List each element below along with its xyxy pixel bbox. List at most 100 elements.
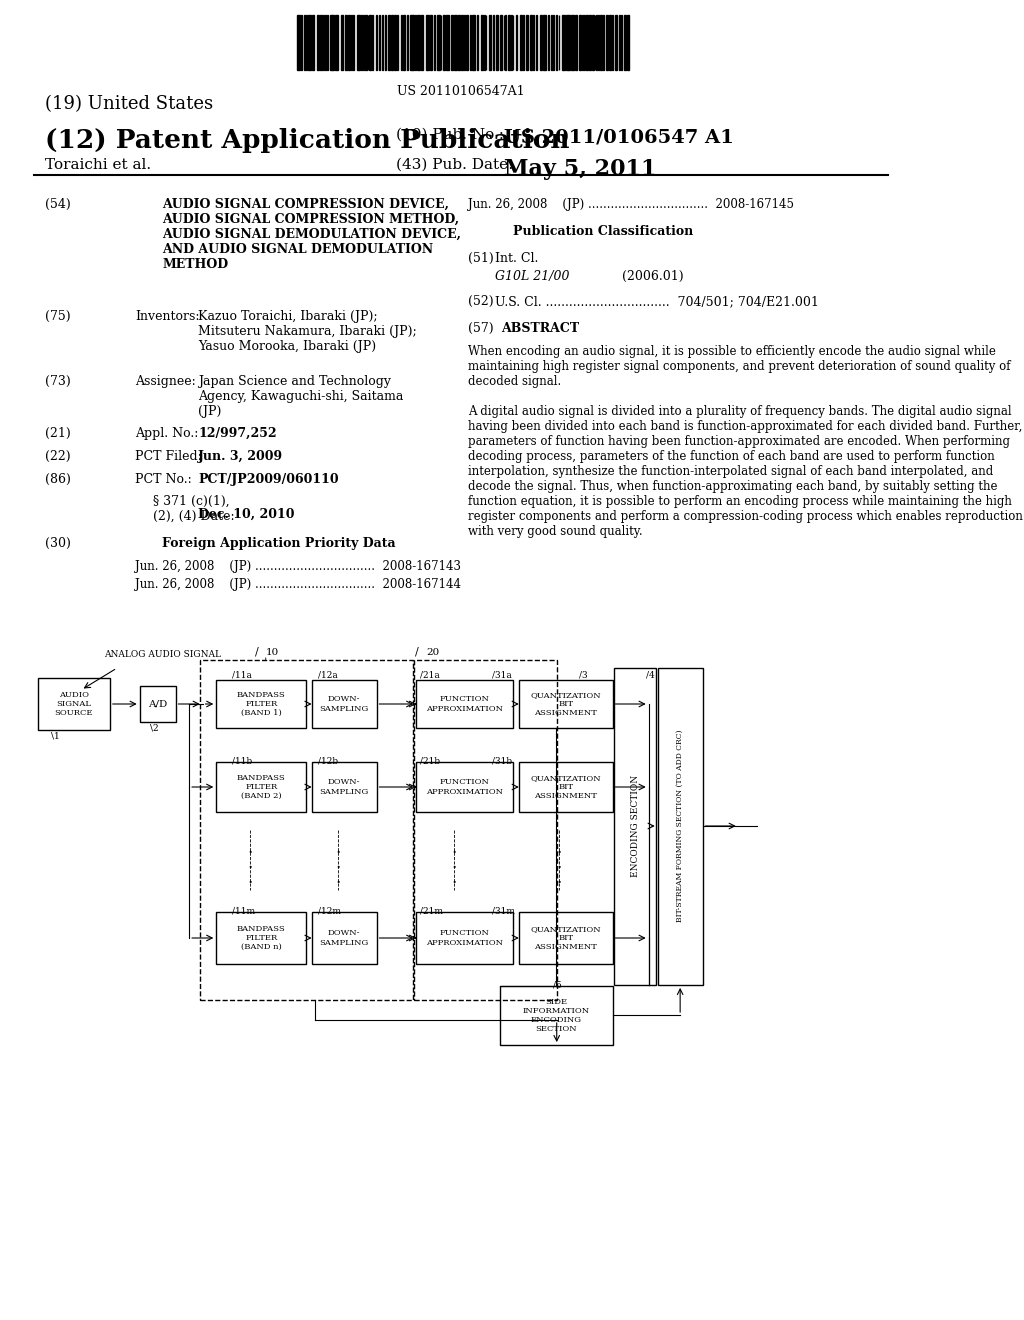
Bar: [609, 15, 610, 70]
Text: (73): (73): [45, 375, 71, 388]
Bar: [565, 15, 567, 70]
Text: BANDPASS
FILTER
(BAND 1): BANDPASS FILTER (BAND 1): [237, 690, 286, 717]
Bar: [519, 762, 612, 812]
Bar: [311, 912, 377, 964]
Bar: [526, 15, 528, 70]
Text: /11b: /11b: [232, 756, 253, 766]
Text: A/D: A/D: [148, 700, 167, 709]
Text: § 371 (c)(1),
(2), (4) Date:: § 371 (c)(1), (2), (4) Date:: [154, 495, 234, 523]
Text: .: .: [452, 840, 457, 857]
Text: (19) United States: (19) United States: [45, 95, 213, 114]
Text: DOWN-
SAMPLING: DOWN- SAMPLING: [319, 779, 369, 796]
Bar: [388, 15, 390, 70]
Bar: [376, 15, 378, 70]
Bar: [472, 15, 475, 70]
Text: ANALOG AUDIO SIGNAL: ANALOG AUDIO SIGNAL: [103, 649, 220, 659]
Text: /4: /4: [646, 671, 654, 680]
Text: QUANTIZATION
BIT
ASSIGNMENT: QUANTIZATION BIT ASSIGNMENT: [530, 774, 601, 800]
Bar: [391, 15, 393, 70]
Bar: [393, 15, 396, 70]
Bar: [410, 15, 413, 70]
Bar: [574, 15, 578, 70]
Text: When encoding an audio signal, it is possible to efficiently encode the audio si: When encoding an audio signal, it is pos…: [468, 345, 1023, 539]
Text: .: .: [248, 840, 253, 857]
Bar: [216, 912, 306, 964]
Text: US 2011/0106547 A1: US 2011/0106547 A1: [505, 128, 734, 147]
Text: ENCODING SECTION: ENCODING SECTION: [631, 775, 640, 876]
Text: /21a: /21a: [420, 671, 439, 680]
Bar: [345, 15, 347, 70]
Text: (57): (57): [468, 322, 494, 335]
Text: /12a: /12a: [318, 671, 338, 680]
Text: /31m: /31m: [492, 906, 515, 915]
Text: /: /: [416, 645, 419, 656]
Bar: [508, 15, 510, 70]
Text: .: .: [556, 855, 561, 873]
Text: BANDPASS
FILTER
(BAND 2): BANDPASS FILTER (BAND 2): [237, 774, 286, 800]
Bar: [580, 15, 581, 70]
Bar: [333, 15, 334, 70]
Bar: [540, 15, 543, 70]
Bar: [614, 668, 655, 985]
Bar: [370, 15, 371, 70]
Text: QUANTIZATION
BIT
ASSIGNMENT: QUANTIZATION BIT ASSIGNMENT: [530, 925, 601, 952]
Text: FUNCTION
APPROXIMATION: FUNCTION APPROXIMATION: [426, 696, 504, 713]
Bar: [454, 15, 457, 70]
Text: May 5, 2011: May 5, 2011: [505, 158, 657, 180]
Bar: [335, 15, 338, 70]
Text: Foreign Application Priority Data: Foreign Application Priority Data: [162, 537, 396, 550]
Text: (21): (21): [45, 426, 71, 440]
Text: 12/997,252: 12/997,252: [199, 426, 276, 440]
Bar: [426, 15, 429, 70]
Bar: [216, 680, 306, 729]
Bar: [489, 15, 490, 70]
Text: /3: /3: [580, 671, 588, 680]
Bar: [308, 15, 311, 70]
Bar: [520, 15, 521, 70]
Bar: [592, 15, 594, 70]
Text: Toraichi et al.: Toraichi et al.: [45, 158, 152, 172]
Text: .: .: [556, 870, 561, 887]
Bar: [497, 15, 498, 70]
Text: Jun. 26, 2008    (JP) ................................  2008-167144: Jun. 26, 2008 (JP) .....................…: [135, 578, 461, 591]
Text: (52): (52): [468, 294, 494, 308]
Bar: [311, 680, 377, 729]
Text: 20: 20: [426, 648, 439, 657]
Text: /12b: /12b: [318, 756, 338, 766]
Bar: [139, 686, 176, 722]
Bar: [519, 680, 612, 729]
Bar: [297, 15, 300, 70]
Text: .: .: [335, 870, 340, 887]
Text: .: .: [556, 840, 561, 857]
Text: Japan Science and Technology
Agency, Kawaguchi-shi, Saitama
(JP): Japan Science and Technology Agency, Kaw…: [199, 375, 403, 418]
Text: /21m: /21m: [420, 906, 442, 915]
Bar: [481, 15, 483, 70]
Text: AUDIO
SIGNAL
SOURCE: AUDIO SIGNAL SOURCE: [54, 690, 93, 717]
Bar: [621, 15, 623, 70]
Text: /11m: /11m: [232, 906, 256, 915]
Text: ABSTRACT: ABSTRACT: [502, 322, 580, 335]
Bar: [356, 15, 358, 70]
Bar: [421, 15, 423, 70]
Bar: [543, 15, 546, 70]
Text: Jun. 3, 2009: Jun. 3, 2009: [199, 450, 284, 463]
Bar: [466, 15, 468, 70]
Bar: [445, 15, 449, 70]
Text: PCT No.:: PCT No.:: [135, 473, 191, 486]
Text: /11a: /11a: [232, 671, 252, 680]
Text: .: .: [452, 870, 457, 887]
Text: $\backslash$1: $\backslash$1: [49, 730, 59, 741]
Text: Inventors:: Inventors:: [135, 310, 200, 323]
Text: SIDE
INFORMATION
ENCODING
SECTION: SIDE INFORMATION ENCODING SECTION: [522, 998, 590, 1034]
Text: PCT Filed:: PCT Filed:: [135, 450, 202, 463]
Text: (54): (54): [45, 198, 71, 211]
Bar: [500, 15, 502, 70]
Text: 10: 10: [266, 648, 279, 657]
Text: Assignee:: Assignee:: [135, 375, 196, 388]
Text: Dec. 10, 2010: Dec. 10, 2010: [199, 508, 295, 521]
Bar: [417, 15, 420, 70]
Text: FUNCTION
APPROXIMATION: FUNCTION APPROXIMATION: [426, 929, 504, 946]
Text: U.S. Cl. ................................  704/501; 704/E21.001: U.S. Cl. ...............................…: [496, 294, 819, 308]
Bar: [600, 15, 602, 70]
Bar: [606, 15, 608, 70]
